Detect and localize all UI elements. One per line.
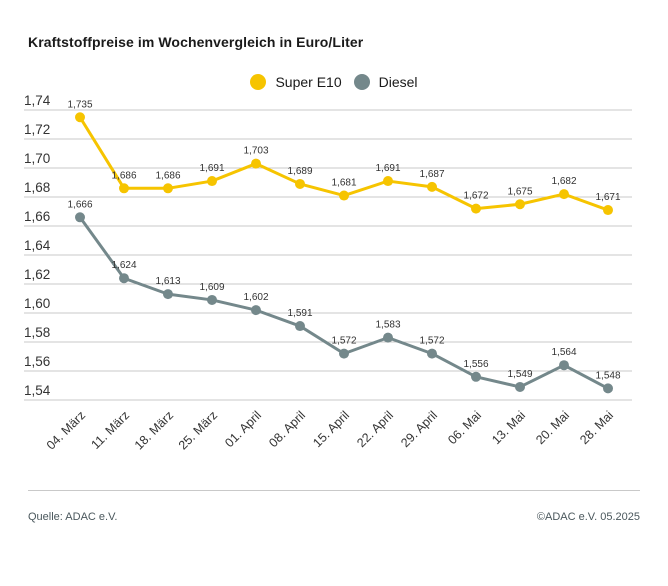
data-point [427, 348, 437, 359]
data-point [119, 273, 129, 284]
data-point [339, 348, 349, 359]
data-point-label: 1,572 [419, 336, 444, 347]
data-point-label: 1,572 [331, 336, 356, 347]
legend-item-super-e10: Super E10 [250, 74, 342, 90]
data-point [559, 360, 569, 371]
data-point-label: 1,686 [155, 170, 180, 181]
page-title: Kraftstoffpreise im Wochenvergleich in E… [28, 34, 364, 50]
data-point [295, 178, 305, 189]
x-axis-tick-label: 08. April [266, 408, 308, 450]
data-point [603, 205, 613, 216]
data-point-label: 1,556 [463, 359, 488, 370]
x-axis-tick-label: 06. Mai [445, 408, 484, 447]
data-point-label: 1,681 [331, 178, 356, 189]
data-point-label: 1,602 [243, 292, 268, 303]
data-point-label: 1,691 [199, 163, 224, 174]
y-axis-tick-label: 1,66 [24, 209, 50, 224]
x-axis-tick-label: 29. April [398, 408, 440, 450]
data-point-label: 1,609 [199, 282, 224, 293]
x-axis-tick-label: 15. April [310, 408, 352, 450]
y-axis-tick-label: 1,72 [24, 122, 50, 137]
y-axis-tick-label: 1,70 [24, 151, 50, 166]
data-point [207, 176, 217, 187]
chart-legend: Super E10 Diesel [0, 74, 668, 90]
x-axis-tick-label: 20. Mai [533, 408, 572, 447]
data-point-label: 1,689 [287, 166, 312, 177]
data-point [471, 371, 481, 382]
data-point-label: 1,548 [595, 370, 620, 381]
x-axis-tick-label: 22. April [354, 408, 396, 450]
series-line-diesel [78, 215, 610, 390]
data-point [295, 321, 305, 332]
y-axis-tick-label: 1,54 [24, 383, 51, 398]
data-point [75, 112, 85, 123]
data-point-label: 1,682 [551, 176, 576, 187]
footer-copyright: ©ADAC e.V. 05.2025 [536, 511, 640, 523]
data-point-label: 1,671 [595, 192, 620, 203]
footer-divider [28, 490, 640, 491]
data-point [251, 158, 261, 169]
y-axis-tick-label: 1,68 [24, 180, 50, 195]
y-axis-tick-label: 1,74 [24, 93, 51, 108]
data-point [471, 203, 481, 214]
data-point [383, 332, 393, 343]
legend-label-super-e10: Super E10 [275, 74, 342, 90]
data-point-label: 1,675 [507, 186, 532, 197]
y-axis-tick-label: 1,56 [24, 354, 50, 369]
x-axis-tick-label: 25. März [176, 408, 220, 452]
data-point-label: 1,583 [375, 320, 400, 331]
data-point-label: 1,666 [67, 199, 92, 210]
footer-source: Quelle: ADAC e.V. [28, 511, 118, 523]
data-point [119, 183, 129, 194]
legend-item-diesel: Diesel [353, 74, 418, 90]
data-point [75, 212, 85, 223]
x-axis-tick-label: 13. Mai [489, 408, 528, 447]
data-point [163, 183, 173, 194]
data-point-label: 1,687 [419, 169, 444, 180]
data-point [603, 383, 613, 394]
data-point [339, 190, 349, 201]
data-point [427, 181, 437, 192]
chart-svg: 1,74 1,72 1,70 1,68 1,66 1,64 1,62 1,60 1,58 1,56… [24, 93, 632, 453]
data-point [559, 189, 569, 200]
data-point-label: 1,624 [111, 260, 136, 271]
x-axis-tick-label: 01. April [222, 408, 264, 450]
y-axis-tick-label: 1,58 [24, 325, 50, 340]
data-point-label: 1,564 [551, 347, 576, 358]
x-axis-tick-label: 04. März [44, 408, 88, 452]
super-e10-dot-icon [250, 74, 267, 90]
data-point-label: 1,591 [287, 308, 312, 319]
data-point [515, 381, 525, 392]
data-point [383, 176, 393, 187]
x-axis-tick-label: 11. März [88, 408, 132, 452]
data-point [515, 199, 525, 210]
data-point-label: 1,686 [111, 170, 136, 181]
data-point-label: 1,549 [507, 369, 532, 380]
data-point [163, 289, 173, 300]
data-point [251, 305, 261, 316]
data-point-label: 1,691 [375, 163, 400, 174]
diesel-dot-icon [353, 74, 370, 90]
data-point-label: 1,672 [463, 191, 488, 202]
data-point [207, 294, 217, 305]
data-point-label: 1,613 [155, 276, 180, 287]
x-axis-tick-label: 28. Mai [577, 408, 616, 447]
legend-label-diesel: Diesel [378, 74, 418, 90]
data-point-label: 1,703 [243, 146, 268, 157]
x-axis-tick-label: 18. März [132, 408, 176, 452]
y-axis-tick-label: 1,62 [24, 267, 50, 282]
data-point-label: 1,735 [67, 99, 92, 110]
y-axis-tick-label: 1,64 [24, 238, 51, 253]
y-axis-tick-label: 1,60 [24, 296, 50, 311]
